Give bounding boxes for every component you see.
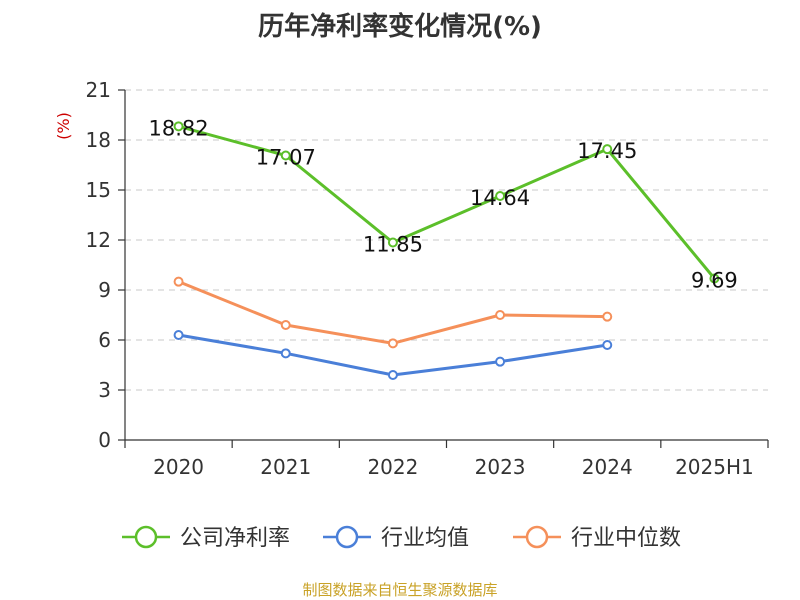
gridlines <box>125 89 768 391</box>
y-tick-label: 0 <box>98 428 111 452</box>
x-tick-label: 2025H1 <box>675 455 754 479</box>
data-point <box>709 273 720 284</box>
data-point <box>387 370 398 380</box>
y-tick-label: 6 <box>98 328 111 352</box>
y-tick-label: 9 <box>98 278 111 302</box>
x-tick-label: 2020 <box>153 455 204 479</box>
data-labels: 18.82 17.07 11.85 14.64 17.45 9.69 <box>149 116 738 292</box>
legend-marker-0 <box>134 525 158 549</box>
data-label: 17.45 <box>577 139 637 163</box>
legend-label-1: 行业均值 <box>381 526 469 551</box>
source-note: 制图数据来自恒生聚源数据库 <box>302 581 498 599</box>
data-point <box>387 338 398 349</box>
data-label: 9.69 <box>691 269 738 293</box>
y-tick-label: 21 <box>86 78 111 102</box>
axes: 0 3 6 9 12 15 18 21 2020 2021 2022 2023 2024 2025H1 <box>86 78 769 479</box>
data-point <box>495 310 506 320</box>
y-axis-unit-label: (%) <box>54 112 73 140</box>
data-point <box>173 276 184 287</box>
data-point <box>495 356 506 367</box>
y-tick-label: 15 <box>86 178 111 202</box>
legend-label-2: 行业中位数 <box>571 526 681 551</box>
data-label: 11.85 <box>363 233 423 257</box>
legend-label-0: 公司净利率 <box>180 526 290 551</box>
data-point <box>280 348 291 359</box>
x-tick-label: 2021 <box>260 455 311 479</box>
y-tick-label: 3 <box>98 378 111 402</box>
data-label: 17.07 <box>256 146 316 170</box>
x-tick-label: 2024 <box>582 455 633 479</box>
legend-marker-1 <box>335 525 359 549</box>
chart-title: 历年净利率变化情况(%) <box>258 12 542 42</box>
series-line-0 <box>178 124 716 280</box>
data-label: 14.64 <box>470 186 530 210</box>
y-tick-label: 12 <box>86 228 111 252</box>
y-tick-label: 18 <box>86 128 111 152</box>
data-point <box>173 121 184 132</box>
legend: 公司净利率 行业均值 行业中位数 <box>122 525 681 551</box>
series-line-2 <box>178 280 608 345</box>
data-point <box>602 144 613 155</box>
legend-marker-2 <box>525 525 549 549</box>
data-point <box>173 330 184 340</box>
series-group <box>173 121 720 380</box>
data-point <box>387 237 398 248</box>
x-tick-label: 2022 <box>367 455 418 479</box>
data-label: 18.82 <box>149 116 209 140</box>
data-point <box>280 320 291 330</box>
data-point <box>495 191 506 201</box>
data-point <box>280 150 291 161</box>
x-tick-label: 2023 <box>475 455 526 479</box>
data-point <box>602 311 613 322</box>
data-point <box>602 340 613 350</box>
